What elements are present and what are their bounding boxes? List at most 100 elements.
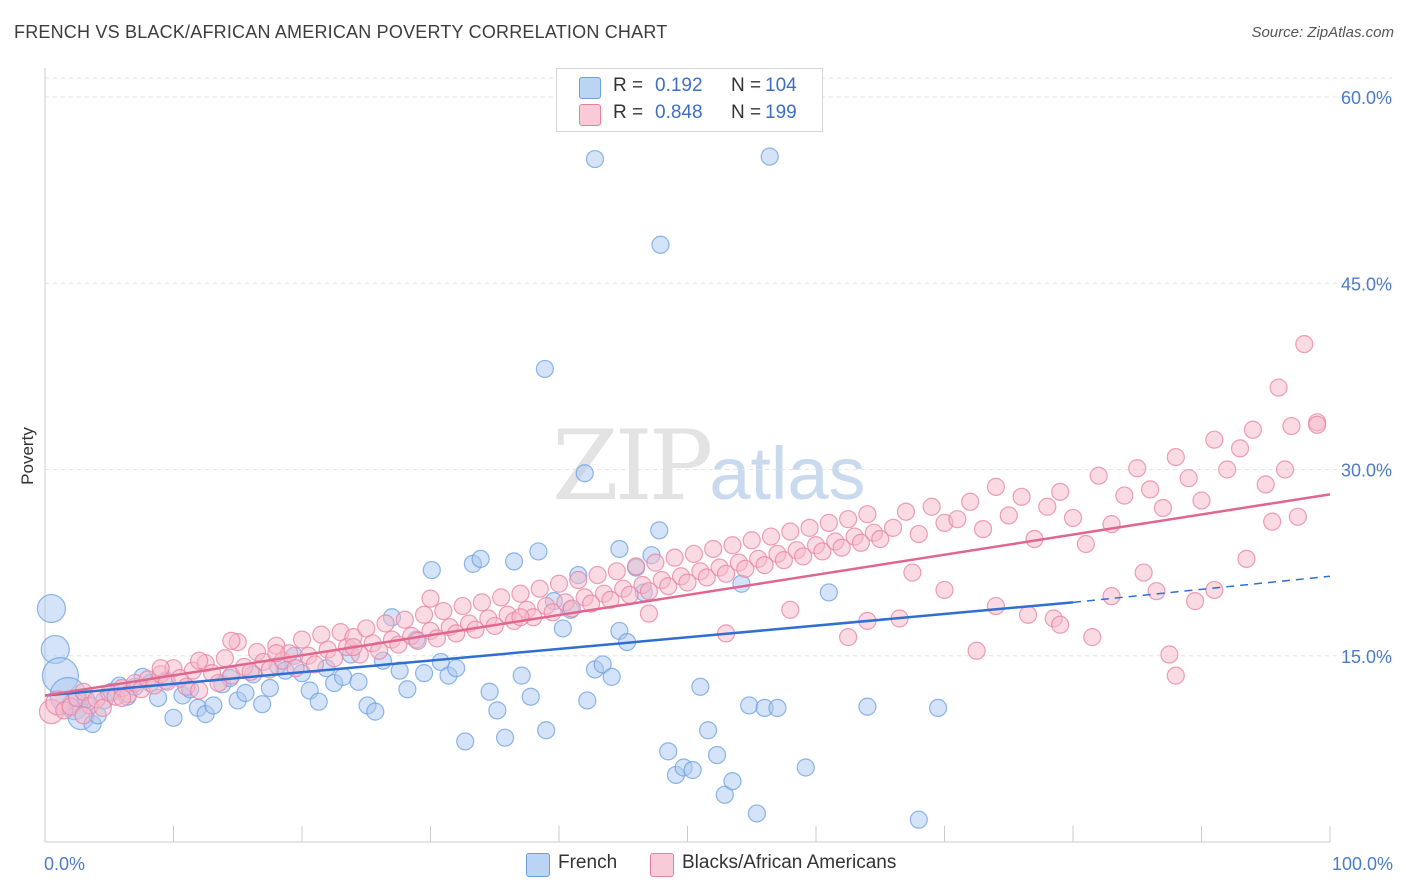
black-point — [112, 688, 132, 708]
legend-r-label: R = — [613, 102, 644, 123]
french-point — [422, 560, 441, 580]
legend-n-label: N = — [731, 102, 762, 123]
french-point — [414, 664, 434, 683]
black-point — [1166, 666, 1185, 685]
black-point — [1115, 486, 1134, 505]
black-point — [794, 547, 813, 566]
french-point — [691, 677, 710, 696]
y-tick-label: 30.0% — [1341, 461, 1392, 481]
black-point — [582, 594, 601, 613]
french-point — [796, 758, 815, 777]
french-point — [253, 695, 272, 714]
french-point — [659, 742, 678, 761]
french-point — [204, 696, 223, 715]
black-point — [781, 522, 800, 541]
black-point — [781, 600, 800, 619]
black-point — [1185, 592, 1205, 611]
black-point — [1243, 420, 1263, 439]
black-point — [1166, 447, 1185, 467]
black-point — [305, 655, 324, 674]
black-point — [292, 630, 312, 649]
black-point — [434, 601, 453, 621]
black-point — [1295, 334, 1314, 354]
black-point — [883, 518, 903, 537]
black-point — [215, 649, 234, 668]
black-point — [813, 542, 832, 561]
black-point — [851, 533, 871, 552]
french-point — [236, 683, 255, 703]
french-point — [488, 701, 507, 720]
french-point — [698, 721, 718, 740]
black-point — [903, 563, 922, 582]
french-point — [928, 698, 948, 718]
black-point — [839, 510, 858, 529]
black-point — [935, 580, 954, 600]
black-point — [1128, 459, 1147, 478]
bottom-legend-label-black: Blacks/African Americans — [682, 852, 897, 873]
black-point — [986, 477, 1006, 496]
black-point — [1051, 615, 1070, 634]
black-point — [948, 510, 967, 529]
black-point — [1179, 469, 1198, 488]
french-point — [650, 521, 669, 540]
black-point — [697, 568, 716, 587]
black-point — [1237, 549, 1256, 569]
french-point — [651, 235, 670, 254]
black-point — [639, 604, 659, 623]
french-point — [723, 772, 742, 791]
black-point — [1308, 415, 1327, 434]
y-tick-label: 45.0% — [1341, 274, 1392, 294]
x-tick-label-max: 100.0% — [1332, 854, 1393, 874]
french-point — [909, 810, 928, 829]
trend-lines — [44, 493, 1331, 697]
black-point — [1282, 416, 1301, 436]
french-point — [537, 721, 556, 740]
y-tick-label: 15.0% — [1341, 647, 1392, 667]
french-point — [309, 692, 328, 711]
french-point — [512, 666, 531, 685]
legend-n-value: 199 — [765, 102, 797, 123]
black-point — [1012, 487, 1031, 506]
black-point — [832, 538, 851, 557]
french-point — [164, 708, 183, 727]
french-point — [471, 549, 490, 569]
black-point — [1205, 430, 1224, 449]
legend-n-label: N = — [731, 75, 762, 96]
black-point — [1038, 497, 1057, 516]
black-point — [626, 557, 646, 576]
french-point — [504, 552, 524, 571]
black-point — [716, 564, 736, 583]
black-point — [723, 536, 742, 555]
french-point — [529, 542, 548, 561]
series-french-points — [36, 147, 948, 829]
black-point — [800, 518, 819, 537]
black-point — [1263, 512, 1282, 531]
black-point — [1147, 582, 1166, 601]
tick-labels: 15.0% 30.0% 45.0% 60.0% 0.0% 100.0% — [44, 88, 1393, 874]
french-point — [447, 659, 466, 678]
black-point — [549, 574, 569, 593]
black-point — [858, 505, 877, 524]
french-point — [36, 593, 67, 624]
black-point — [1256, 475, 1275, 494]
french-point — [819, 583, 838, 602]
black-point — [1269, 378, 1288, 397]
black-point — [395, 610, 414, 629]
legend-n-value: 104 — [765, 75, 797, 96]
chart-title: FRENCH VS BLACK/AFRICAN AMERICAN POVERTY… — [14, 22, 668, 42]
french-point — [732, 574, 751, 593]
french-point — [349, 672, 368, 691]
french-point — [398, 680, 417, 699]
watermark-zip: ZIP — [552, 410, 713, 522]
black-point — [1140, 480, 1160, 499]
black-point — [1089, 466, 1108, 485]
french-point — [334, 667, 353, 686]
french-point — [610, 539, 629, 559]
x-tick-label-min: 0.0% — [44, 854, 85, 874]
correlation-legend: R = 0.192 N = 104 R = 0.848 N = 199 — [556, 68, 823, 132]
french-point — [747, 804, 766, 823]
french-trend-extension — [1072, 575, 1331, 604]
black-point — [961, 492, 980, 511]
legend-swatch-black — [579, 104, 601, 126]
